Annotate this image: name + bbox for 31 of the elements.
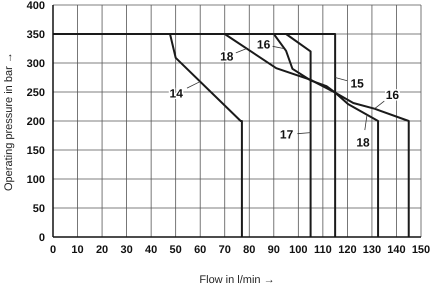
y-tick-label: 150 (26, 144, 45, 157)
y-tick-label: 0 (38, 232, 45, 244)
x-tick-label: 120 (338, 244, 357, 256)
annotation: 17 (280, 128, 294, 142)
x-tick-label: 30 (120, 244, 133, 256)
x-tick-label: 110 (314, 244, 332, 256)
x-tick-label: 140 (387, 244, 406, 256)
x-tick-label: 50 (170, 244, 182, 256)
x-tick-label: 0 (50, 244, 56, 256)
y-tick-label: 400 (26, 0, 45, 12)
y-tick-label: 350 (26, 28, 45, 41)
y-axis-title: Operating pressure in bar → (2, 52, 15, 191)
x-tick-label: 70 (218, 244, 231, 256)
x-axis-title: Flow in l/min → (199, 274, 275, 286)
y-tick-label: 50 (32, 202, 45, 215)
y-tick-label: 300 (26, 58, 45, 70)
y-tick-label: 250 (26, 86, 45, 99)
x-tick-label: 80 (243, 244, 256, 256)
annotation: 15 (350, 76, 364, 90)
x-tick-label: 90 (268, 244, 280, 256)
x-tick-label: 100 (289, 244, 308, 256)
y-tick-label: 100 (26, 174, 45, 186)
x-tick-label: 10 (71, 244, 84, 256)
x-tick-label: 60 (194, 244, 206, 256)
annotation: 18 (356, 136, 370, 150)
x-tick-label: 20 (96, 244, 108, 256)
annotation: 16 (256, 38, 271, 52)
x-tick-label: 40 (145, 244, 158, 256)
x-tick-label: 150 (412, 244, 430, 256)
x-tick-label: 130 (362, 244, 382, 256)
y-tick-label: 200 (26, 116, 45, 128)
